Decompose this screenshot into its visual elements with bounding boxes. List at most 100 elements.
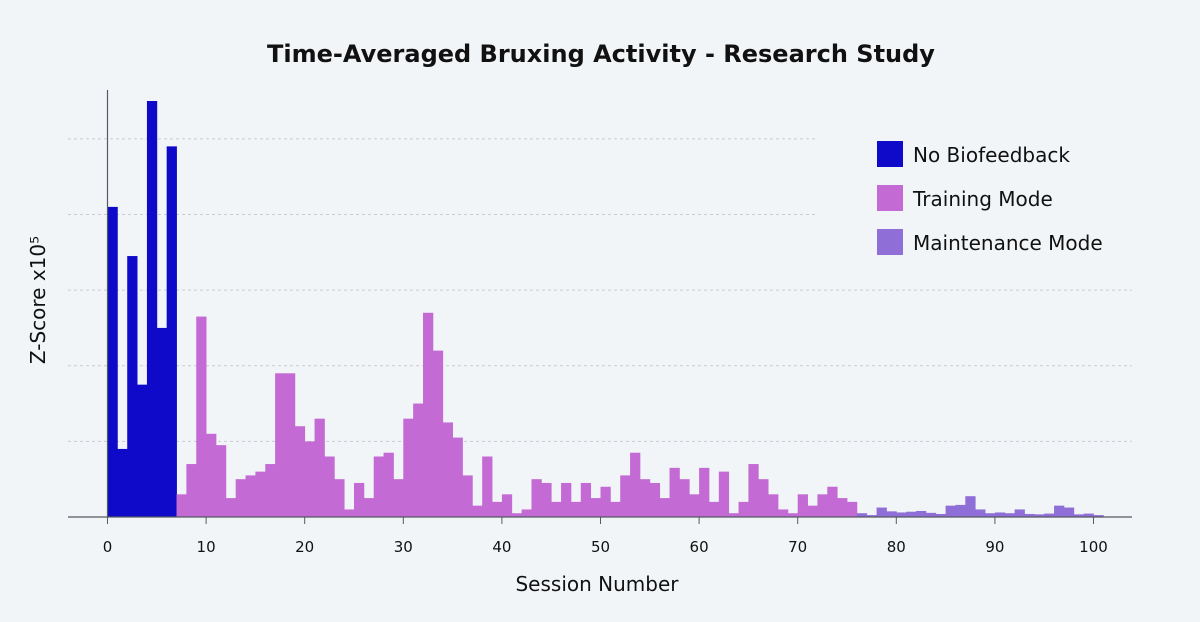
bar	[1054, 505, 1065, 517]
bar	[186, 464, 197, 517]
x-tick-label: 20	[295, 538, 314, 556]
bar	[738, 501, 749, 517]
bar	[117, 448, 128, 517]
bar	[896, 512, 907, 517]
chart-title: Time-Averaged Bruxing Activity - Researc…	[267, 40, 935, 68]
bar	[768, 494, 779, 517]
legend-label-no-biofeedback: No Biofeedback	[913, 143, 1070, 167]
bar	[1073, 514, 1085, 517]
x-tick-label: 30	[394, 538, 413, 556]
bar	[827, 486, 838, 517]
bar	[354, 482, 365, 517]
bar	[146, 101, 158, 517]
bar	[580, 482, 592, 517]
bar	[975, 509, 986, 517]
legend-swatch-no-biofeedback	[877, 141, 903, 167]
bar	[787, 513, 799, 517]
bar	[137, 384, 148, 517]
bar	[916, 510, 927, 517]
bar	[856, 513, 868, 517]
bar	[561, 482, 572, 517]
bar	[1004, 513, 1016, 517]
bar	[639, 479, 651, 517]
bar	[344, 509, 355, 517]
bar	[876, 507, 887, 517]
legend-swatch-training-mode	[877, 185, 903, 211]
bar	[600, 486, 611, 517]
bar	[1024, 513, 1035, 517]
bar	[985, 513, 996, 517]
bar	[373, 456, 384, 517]
bar	[551, 501, 562, 517]
bar	[1014, 509, 1025, 517]
bar	[886, 511, 897, 517]
bar	[284, 373, 296, 517]
bar	[225, 498, 237, 517]
bar	[511, 513, 523, 517]
x-tick-label: 60	[690, 538, 709, 556]
legend-label-training-mode: Training Mode	[912, 187, 1053, 211]
bar	[206, 433, 217, 517]
bar	[669, 467, 680, 517]
bar	[1063, 507, 1075, 517]
bar	[531, 479, 542, 517]
bar	[649, 482, 661, 517]
bar	[837, 498, 848, 517]
bar	[807, 505, 818, 517]
bar	[334, 479, 345, 517]
bar	[166, 146, 177, 517]
bar	[521, 509, 532, 517]
bar	[452, 437, 463, 517]
bar	[265, 464, 276, 517]
x-tick-label: 50	[591, 538, 610, 556]
bar	[275, 373, 286, 517]
x-tick-label: 0	[103, 538, 113, 556]
bar	[492, 501, 503, 517]
x-axis-label: Session Number	[515, 572, 679, 596]
x-tick-label: 40	[492, 538, 511, 556]
legend-label-maintenance-mode: Maintenance Mode	[913, 231, 1103, 255]
bar	[462, 475, 473, 517]
x-tick-label: 10	[197, 538, 216, 556]
x-ticks: 0 10 20 30 40 50 60 70 80 90 100	[103, 517, 1108, 556]
bar	[758, 479, 769, 517]
legend-swatch-maintenance-mode	[877, 229, 903, 255]
bar	[620, 475, 631, 517]
bar	[215, 445, 227, 517]
bar	[176, 494, 187, 517]
bar	[777, 509, 789, 517]
bar	[718, 471, 730, 517]
bar	[570, 501, 582, 517]
bar	[482, 456, 493, 517]
bar	[383, 452, 394, 517]
bar	[590, 498, 601, 517]
bar	[817, 494, 828, 517]
bar	[541, 482, 552, 517]
bar	[324, 456, 335, 517]
bar	[413, 403, 424, 517]
bar	[255, 471, 266, 517]
bar	[294, 426, 306, 517]
bar	[965, 496, 976, 517]
bar	[432, 350, 444, 517]
x-tick-label: 70	[788, 538, 807, 556]
bar	[728, 513, 739, 517]
bar	[393, 479, 404, 517]
bar	[610, 501, 621, 517]
bar	[935, 513, 946, 517]
bar	[423, 312, 434, 517]
bar	[708, 501, 720, 517]
x-tick-label: 80	[887, 538, 906, 556]
bar	[196, 316, 207, 517]
x-tick-label: 100	[1079, 538, 1108, 556]
bar	[630, 452, 641, 517]
bar	[235, 479, 246, 517]
bar	[1044, 513, 1055, 517]
bar	[472, 505, 483, 517]
bar	[847, 501, 858, 517]
bar	[304, 441, 315, 517]
bar	[748, 464, 759, 517]
bar	[699, 467, 710, 517]
gridlines	[68, 138, 1132, 442]
bar	[1093, 515, 1104, 517]
